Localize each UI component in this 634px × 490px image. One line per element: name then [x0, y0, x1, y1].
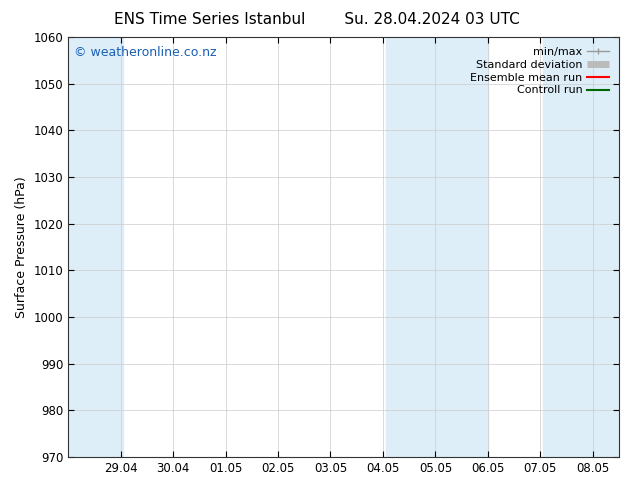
- Legend: min/max, Standard deviation, Ensemble mean run, Controll run: min/max, Standard deviation, Ensemble me…: [465, 43, 614, 100]
- Bar: [543, 37, 619, 457]
- Bar: [385, 37, 488, 457]
- Text: © weatheronline.co.nz: © weatheronline.co.nz: [74, 46, 216, 58]
- Text: ENS Time Series Istanbul        Su. 28.04.2024 03 UTC: ENS Time Series Istanbul Su. 28.04.2024 …: [114, 12, 520, 27]
- Y-axis label: Surface Pressure (hPa): Surface Pressure (hPa): [15, 176, 28, 318]
- Bar: [68, 37, 123, 457]
